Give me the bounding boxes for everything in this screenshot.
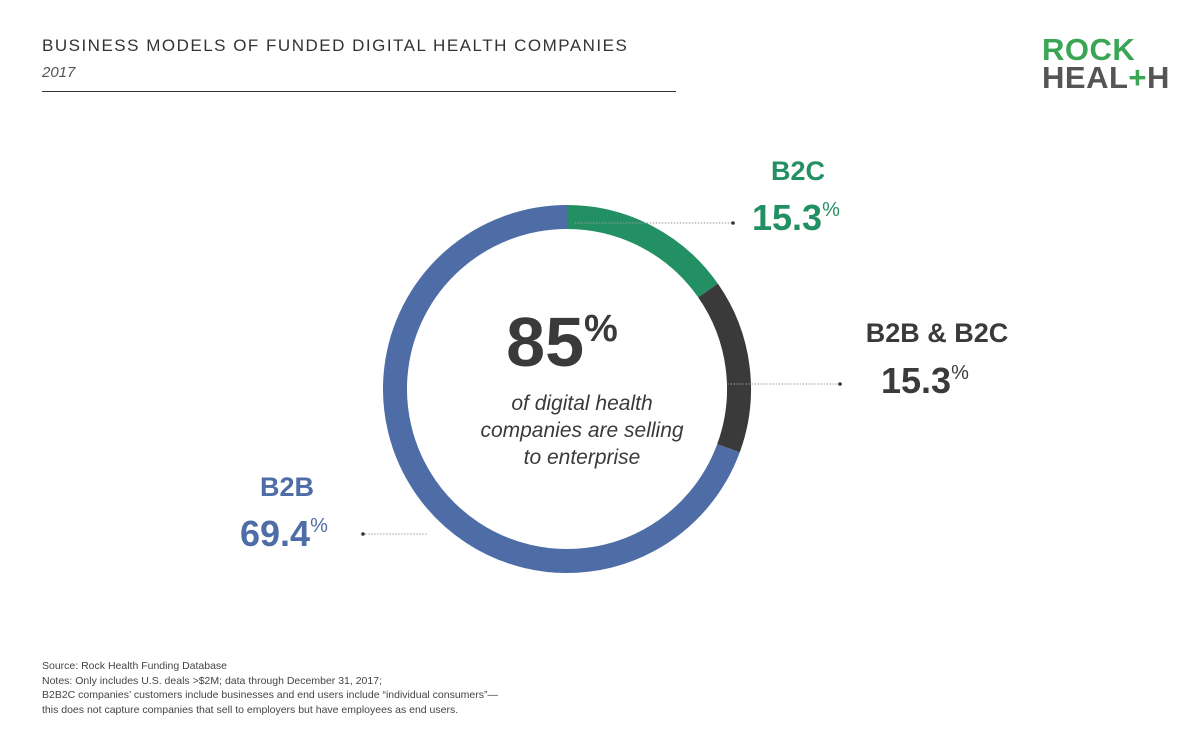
rock-health-logo: ROCK HEAL+H	[1042, 32, 1169, 93]
donut-slices	[383, 205, 751, 573]
donut-slice-b2c	[566, 205, 718, 298]
slice-value-unit: %	[310, 515, 328, 537]
donut-slice-b2b-b2c	[698, 283, 751, 453]
donut-center: 85% of digital health companies are sellin…	[480, 303, 683, 469]
logo-line-rock: ROCK	[1042, 32, 1136, 67]
slice-label-name: B2B	[260, 472, 314, 502]
title-divider	[42, 91, 676, 92]
logo-plus-icon: +	[1128, 60, 1147, 95]
center-caption-line: companies are selling	[480, 419, 683, 442]
leader-dot	[838, 382, 842, 386]
slice-value-label: 15.3%	[752, 197, 840, 238]
slice-value-label: 69.4%	[240, 513, 328, 554]
slice-value-unit: %	[951, 362, 969, 384]
footer-note-line: B2B2C companies’ customers include busin…	[42, 689, 499, 701]
logo-line-health: HEAL+H	[1042, 62, 1169, 93]
leader-dot	[361, 532, 365, 536]
center-caption-line: to enterprise	[524, 446, 641, 469]
slice-value-unit: %	[822, 199, 840, 221]
logo-text-h: H	[1147, 60, 1170, 95]
center-value-unit: %	[584, 308, 618, 350]
slice-label-name: B2C	[771, 156, 825, 186]
donut-slice-b2b	[383, 205, 740, 573]
footer-notes: Source: Rock Health Funding Database Not…	[42, 659, 498, 717]
chart-title: BUSINESS MODELS OF FUNDED DIGITAL HEALTH…	[42, 36, 629, 55]
center-caption-line: of digital health	[511, 392, 652, 415]
chart-subtitle: 2017	[42, 64, 76, 81]
slice-labels: B2C 15.3% B2B & B2C 15.3% B2B 69.4%	[240, 156, 1008, 554]
footer-source: Source: Rock Health Funding Database	[42, 660, 228, 672]
leader-dot	[731, 221, 735, 225]
slice-label-name: B2B & B2C	[866, 318, 1009, 348]
footer-note-line: this does not capture companies that sel…	[42, 703, 459, 716]
leader-lines	[361, 221, 842, 536]
slice-value-label: 15.3%	[881, 360, 969, 401]
logo-text-heal: HEAL	[1042, 60, 1129, 95]
footer-note-line: Notes: Only includes U.S. deals >$2M; da…	[42, 674, 382, 687]
center-value: 85%	[506, 303, 618, 381]
